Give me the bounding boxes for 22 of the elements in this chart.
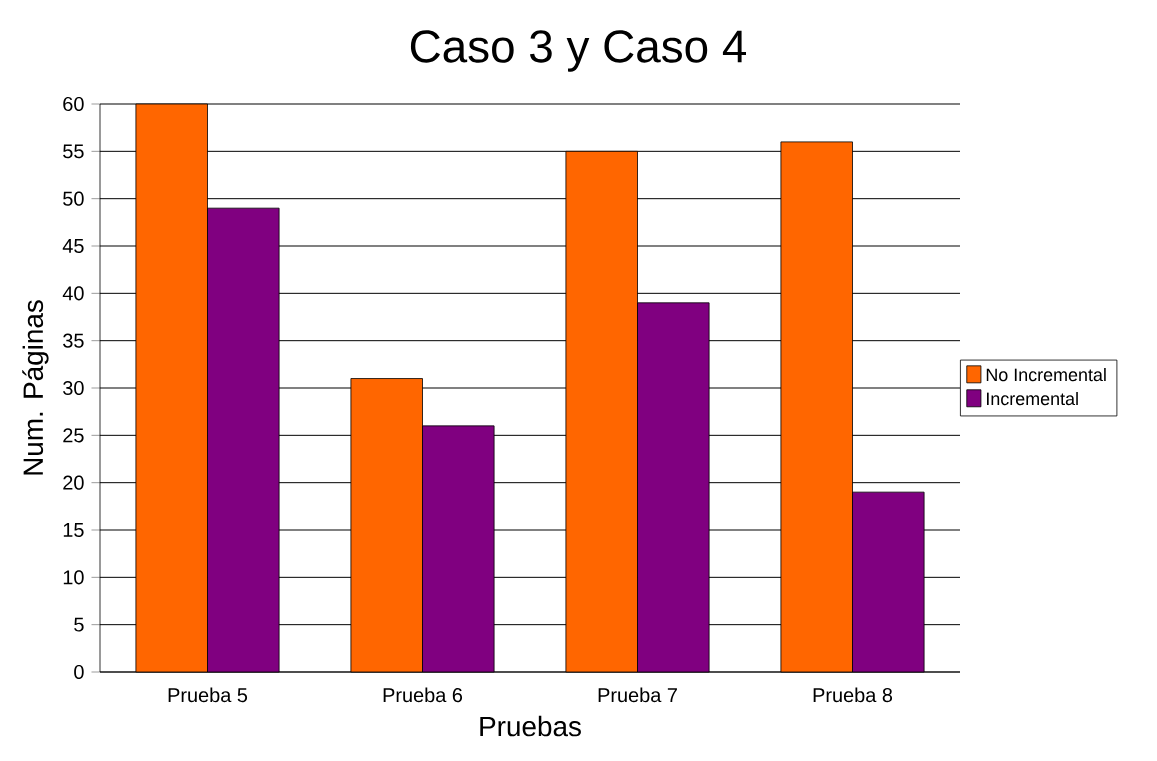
- y-tick-label: 45: [62, 239, 84, 253]
- y-tick-label: 25: [63, 428, 84, 443]
- x-tick-label: Prueba 7: [598, 687, 677, 703]
- y-tick-label: 15: [63, 523, 84, 537]
- y-tick-label: 35: [63, 333, 84, 348]
- y-axis-title: Num. Páginas: [22, 300, 49, 475]
- x-tick-label: Prueba 8: [813, 687, 893, 703]
- y-tick-label: 55: [63, 144, 84, 159]
- legend-label: No Incremental: [986, 368, 1106, 382]
- y-tick-label: 50: [63, 191, 84, 206]
- y-tick-label: 30: [63, 380, 84, 396]
- y-tick-label: 10: [63, 570, 84, 585]
- y-tick-label: 20: [63, 475, 84, 490]
- x-axis-title: Pruebas: [480, 715, 581, 737]
- chart-title: Caso 3 y Caso 4: [410, 30, 746, 72]
- x-tick-label: Prueba 5: [168, 687, 248, 703]
- y-tick-label: 5: [74, 617, 84, 632]
- y-tick-label: 40: [62, 286, 84, 301]
- y-tick-label: 0: [74, 664, 84, 680]
- y-tick-label: 60: [63, 96, 84, 112]
- legend-label: Incremental: [986, 391, 1078, 406]
- x-tick-label: Prueba 6: [383, 687, 463, 703]
